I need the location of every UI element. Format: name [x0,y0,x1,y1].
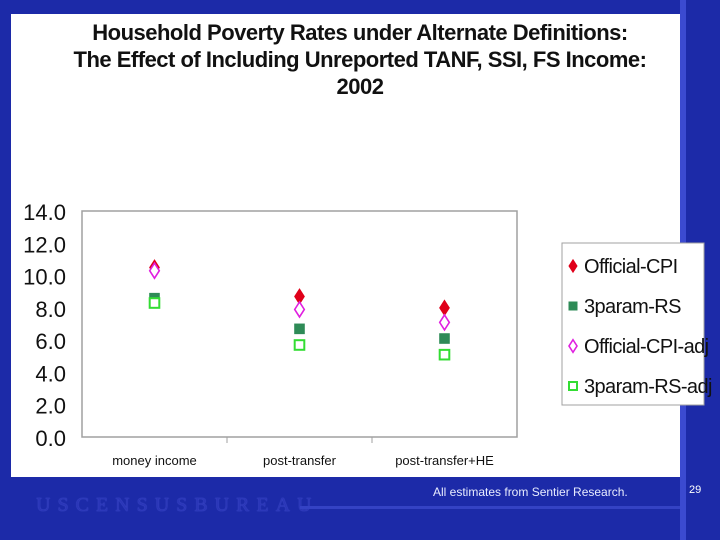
data-point [438,313,451,332]
data-point [293,339,306,351]
legend-box [561,242,705,406]
x-category-label: post-transfer+HE [395,453,494,468]
legend-label: 3param-RS [584,296,681,318]
y-tick-label: 0.0 [35,426,66,451]
title-line-2: The Effect of Including Unreported TANF,… [73,47,647,72]
data-point [293,300,306,319]
page-number: 29 [689,484,702,496]
legend-label: Official-CPI-adj [584,336,709,358]
data-point [148,297,161,309]
y-axis: 0.0 2.0 4.0 6.0 8.0 10.0 12.0 14.0 [23,200,66,451]
x-category-label: money income [112,453,197,468]
y-tick-label: 14.0 [23,200,66,225]
legend: Official-CPI 3param-RS Official-CPI-adj 3pa… [568,256,713,398]
title-line-3: 2002 [336,74,384,99]
y-tick-label: 8.0 [35,297,66,322]
legend-label: 3param-RS-adj [584,376,712,398]
x-category-label: post-transfer [263,453,337,468]
chart-title: Household Poverty Rates under Alternate … [40,20,680,101]
y-tick-label: 6.0 [35,329,66,354]
legend-marker [568,338,578,354]
y-tick-label: 12.0 [23,232,66,257]
footer-divider [300,506,680,509]
title-line-1: Household Poverty Rates under Alternate … [92,20,628,45]
data-point [148,261,161,280]
source-note: All estimates from Sentier Research. [433,485,628,499]
data-point [439,333,450,344]
legend-marker [568,301,578,311]
y-tick-label: 10.0 [23,265,66,290]
data-point [294,323,305,335]
legend-label: Official-CPI [584,256,678,278]
y-tick-label: 2.0 [35,394,66,419]
y-tick-label: 4.0 [35,361,66,386]
legend-marker [568,258,578,274]
data-marks [148,259,451,361]
data-point [438,348,451,361]
x-axis: money income post-transfer post-transfer+H… [112,437,494,468]
census-bureau-logo: USCENSUSBUREAU [36,494,319,516]
legend-marker [568,381,578,391]
